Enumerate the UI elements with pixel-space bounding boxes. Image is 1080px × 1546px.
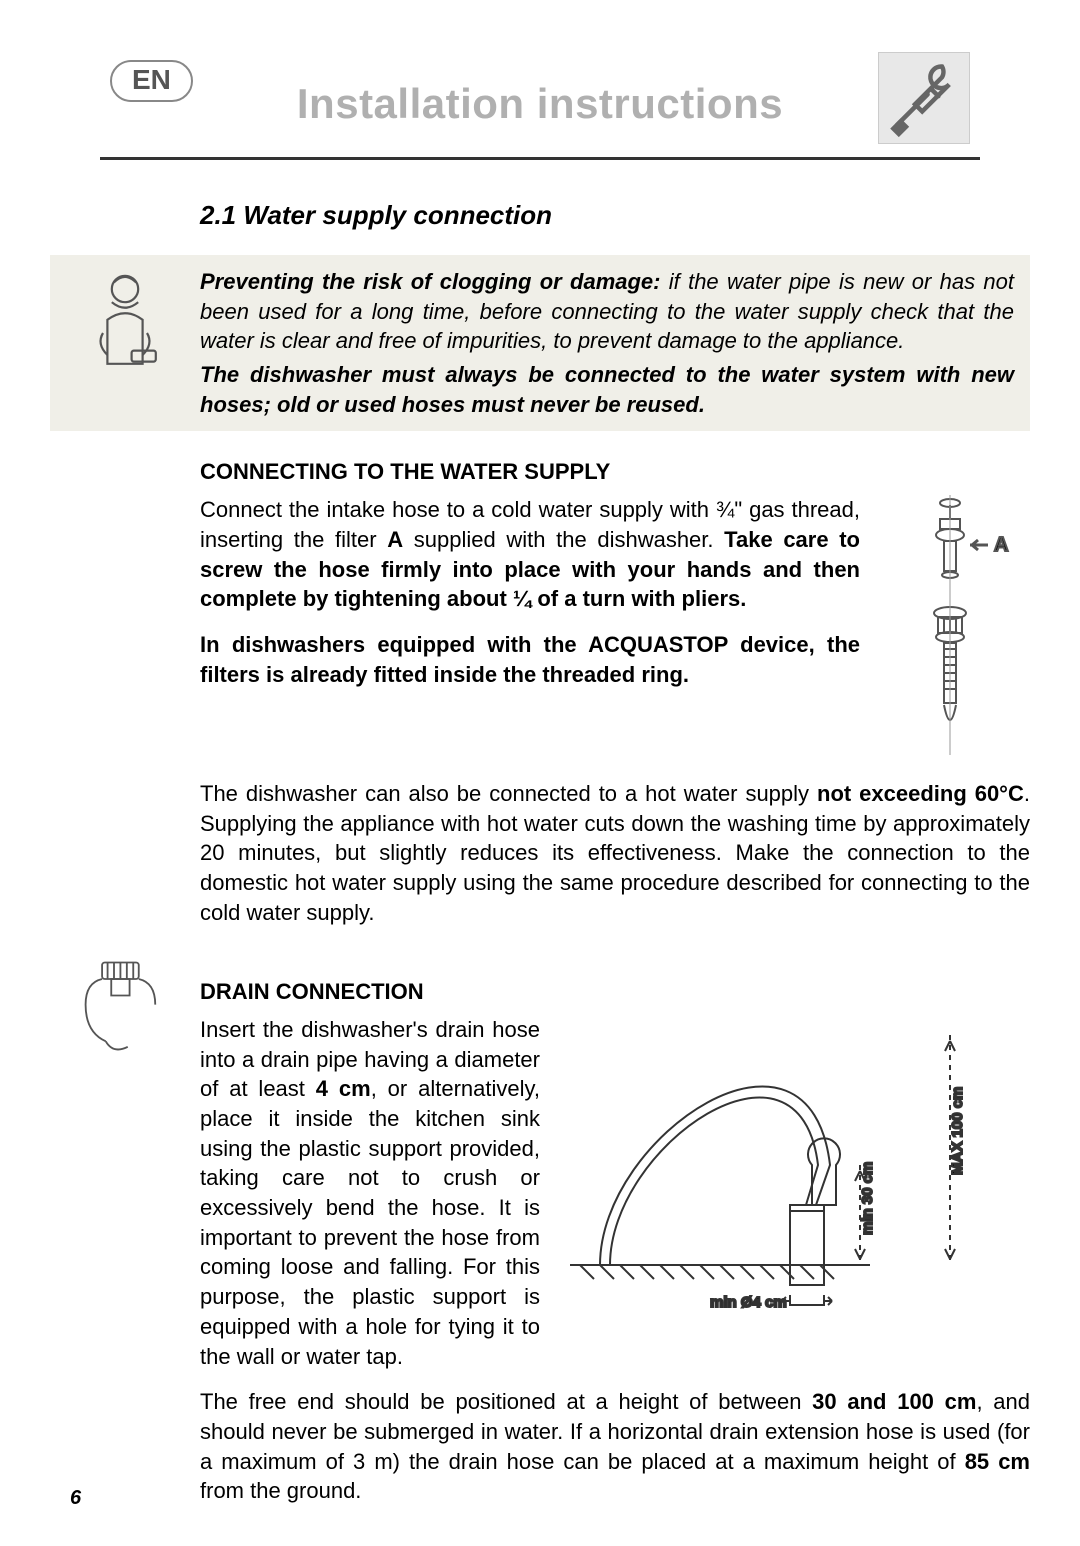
- filter-label: A: [994, 534, 1008, 556]
- warning-must: The dishwasher must always be connected …: [200, 360, 1014, 419]
- drain-p1: Insert the dishwasher's drain hose into …: [200, 1015, 540, 1371]
- warning-text: Preventing the risk of clogging or damag…: [200, 267, 1014, 419]
- drain-p1-bold: 4 cm: [316, 1076, 371, 1101]
- drain-label-mind: min Ø4 cm: [710, 1294, 787, 1311]
- water-p1b: supplied with the dishwasher.: [403, 527, 724, 552]
- drain-section: DRAIN CONNECTION Insert the dishwasher's…: [50, 951, 1030, 1506]
- warning-lead: Preventing the risk of clogging or damag…: [200, 269, 661, 294]
- water-p3-bold: not exceeding 60°C: [817, 781, 1024, 806]
- drain-label-max: MAX 100 cm: [949, 1087, 966, 1175]
- drain-p1b: , or alternatively, place it inside the …: [200, 1076, 540, 1368]
- filter-diagram: A: [880, 495, 1030, 763]
- page-number: 6: [70, 1487, 81, 1510]
- warning-box: Preventing the risk of clogging or damag…: [50, 255, 1030, 431]
- drain-label-minh: min 30 cm: [859, 1162, 876, 1235]
- water-p3a: The dishwasher can also be connected to …: [200, 781, 817, 806]
- water-acquastop: In dishwashers equipped with the ACQUAST…: [200, 630, 860, 689]
- tap-icon: [80, 957, 170, 1067]
- water-hot: The dishwasher can also be connected to …: [200, 779, 1030, 927]
- plumber-icon: [80, 267, 170, 377]
- drain-diagram: MAX 100 cm min 30 cm min Ø4 cm: [560, 1015, 980, 1323]
- drain-p2-bold1: 30 and 100 cm: [812, 1389, 976, 1414]
- content: 2.1 Water supply connection Preventing t…: [50, 200, 1030, 1506]
- drain-p2: The free end should be positioned at a h…: [200, 1387, 1030, 1506]
- drain-p2-bold2: 85 cm: [965, 1449, 1030, 1474]
- drain-heading: DRAIN CONNECTION: [200, 977, 1030, 1007]
- water-filter-letter: A: [387, 527, 403, 552]
- water-heading: CONNECTING TO THE WATER SUPPLY: [200, 457, 1030, 487]
- tools-icon: [878, 52, 970, 144]
- drain-p2a: The free end should be positioned at a h…: [200, 1389, 812, 1414]
- water-p1: Connect the intake hose to a cold water …: [200, 495, 860, 689]
- section-title: 2.1 Water supply connection: [200, 200, 1030, 231]
- page-header: EN Installation instructions: [50, 40, 1030, 160]
- header-rule: [100, 157, 980, 160]
- water-supply-section: CONNECTING TO THE WATER SUPPLY Connect t…: [50, 431, 1030, 927]
- drain-p2c: from the ground.: [200, 1478, 361, 1503]
